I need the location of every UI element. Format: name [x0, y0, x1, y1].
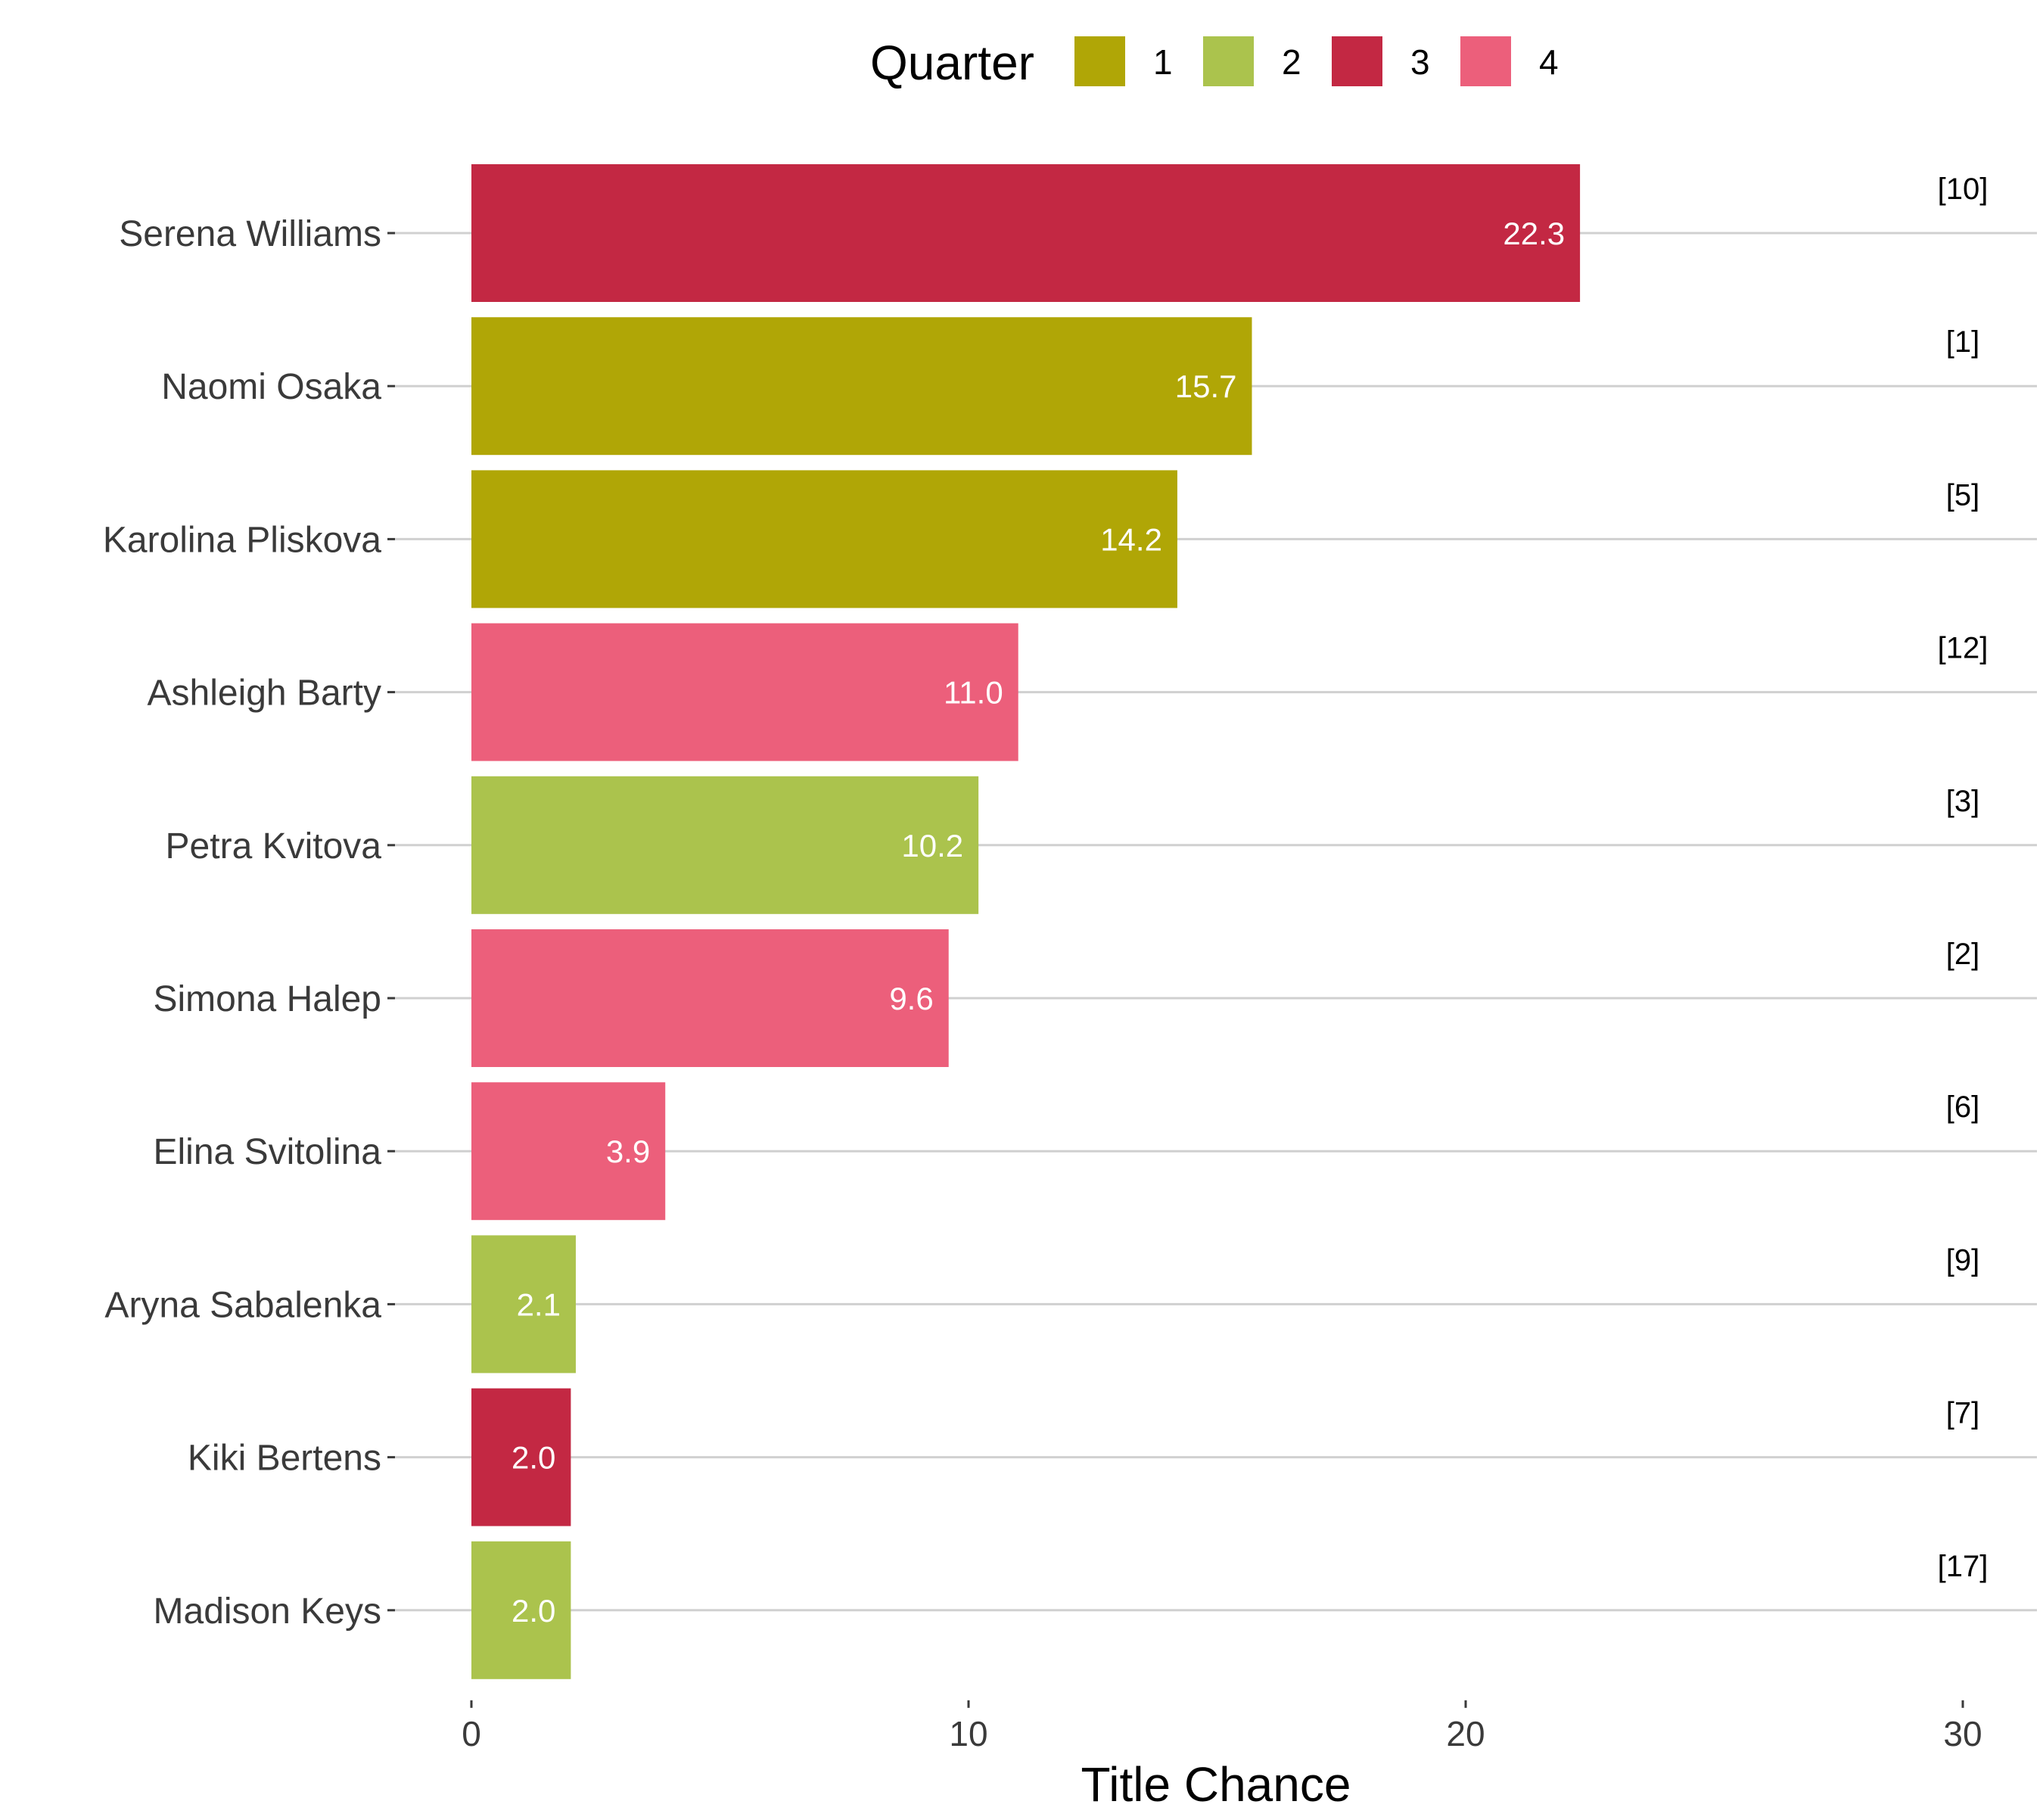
bar	[471, 776, 979, 914]
bar	[471, 1388, 571, 1526]
legend-key-3	[1332, 36, 1382, 86]
x-tick-label: 30	[1943, 1714, 1982, 1753]
bar	[471, 623, 1018, 761]
seed-label: [6]	[1946, 1090, 1979, 1124]
legend-key-1	[1074, 36, 1125, 86]
x-tick-label: 10	[949, 1714, 987, 1753]
seed-label: [17]	[1938, 1550, 1989, 1583]
bar-value-label: 3.9	[606, 1134, 650, 1169]
bar	[471, 929, 949, 1067]
bar-value-label: 11.0	[944, 675, 1003, 711]
legend-key-2	[1203, 36, 1254, 86]
category-label: Serena Williams	[119, 214, 381, 254]
bars: 22.3 [10] 15.7 [1] 14.2 [5] 11.0 [12] 10.2 [3] 9.6…	[471, 164, 1988, 1679]
legend-label-2: 2	[1282, 42, 1301, 82]
x-tick-label: 20	[1446, 1714, 1485, 1753]
seed-label: [1]	[1946, 325, 1979, 359]
seed-label: [10]	[1938, 173, 1989, 206]
category-label: Karolina Pliskova	[103, 520, 381, 560]
seed-label: [2]	[1946, 938, 1979, 971]
category-label: Naomi Osaka	[161, 367, 381, 407]
category-label: Petra Kvitova	[166, 826, 382, 866]
bar-value-label: 2.1	[517, 1286, 561, 1322]
category-labels: Serena Williams Naomi Osaka Karolina Plisk…	[103, 214, 395, 1632]
legend: Quarter 1 2 3 4	[870, 36, 1559, 90]
legend-label-3: 3	[1410, 42, 1430, 82]
seed-label: [12]	[1938, 632, 1989, 665]
x-tick-label: 0	[462, 1714, 481, 1753]
category-label: Elina Svitolina	[154, 1132, 382, 1172]
seed-label: [5]	[1946, 478, 1979, 512]
category-label: Aryna Sabalenka	[104, 1285, 381, 1325]
category-label: Simona Halep	[154, 979, 382, 1019]
bar-value-label: 14.2	[1100, 521, 1162, 557]
bar	[471, 1541, 571, 1679]
seed-label: [3]	[1946, 785, 1979, 818]
legend-label-1: 1	[1153, 42, 1173, 82]
category-label: Madison Keys	[154, 1591, 381, 1632]
bar-value-label: 2.0	[512, 1440, 555, 1476]
bar	[471, 1082, 666, 1221]
seed-label: [7]	[1946, 1397, 1979, 1430]
legend-title: Quarter	[870, 36, 1034, 90]
category-label: Kiki Bertens	[188, 1439, 381, 1479]
x-axis: 0 10 20 30	[462, 1700, 1982, 1753]
legend-label-4: 4	[1539, 42, 1559, 82]
legend-key-4	[1460, 36, 1511, 86]
bar	[471, 164, 1581, 302]
bar-value-label: 2.0	[512, 1593, 555, 1629]
category-label: Ashleigh Barty	[148, 674, 382, 714]
bar	[471, 470, 1177, 608]
bar-value-label: 22.3	[1503, 216, 1565, 251]
bar-value-label: 10.2	[901, 828, 963, 863]
bar-value-label: 15.7	[1175, 369, 1237, 404]
bar-value-label: 9.6	[889, 981, 933, 1016]
bar	[471, 317, 1252, 456]
x-axis-title: Title Chance	[1081, 1757, 1351, 1812]
seed-label: [9]	[1946, 1243, 1979, 1277]
bar	[471, 1235, 576, 1374]
